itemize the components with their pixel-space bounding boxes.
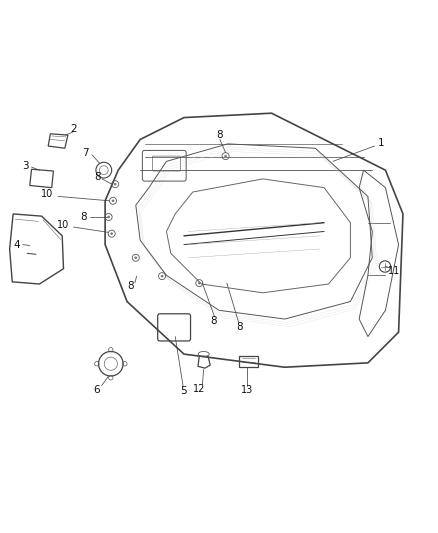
Text: 2: 2 — [70, 124, 77, 134]
Circle shape — [112, 199, 114, 202]
Text: 8: 8 — [127, 281, 134, 291]
Text: 11: 11 — [388, 266, 400, 276]
Text: 8: 8 — [210, 316, 217, 326]
Text: 8: 8 — [237, 322, 244, 332]
Text: 12: 12 — [193, 384, 205, 394]
Circle shape — [107, 216, 110, 219]
Text: 7: 7 — [82, 148, 89, 158]
Text: 10: 10 — [41, 189, 53, 199]
Circle shape — [198, 282, 201, 285]
Text: 4: 4 — [13, 240, 20, 249]
Text: 5: 5 — [180, 386, 187, 397]
Text: 8: 8 — [94, 172, 101, 182]
Circle shape — [224, 155, 227, 157]
Text: 13: 13 — [241, 385, 254, 395]
Text: 8: 8 — [216, 130, 223, 140]
Text: 3: 3 — [22, 161, 29, 171]
Circle shape — [110, 232, 113, 235]
Text: 6: 6 — [93, 385, 100, 395]
Circle shape — [134, 256, 137, 259]
Circle shape — [161, 275, 163, 278]
Text: 10: 10 — [57, 220, 69, 230]
Text: 1: 1 — [378, 138, 385, 148]
Circle shape — [114, 183, 117, 185]
Text: 8: 8 — [80, 213, 87, 222]
